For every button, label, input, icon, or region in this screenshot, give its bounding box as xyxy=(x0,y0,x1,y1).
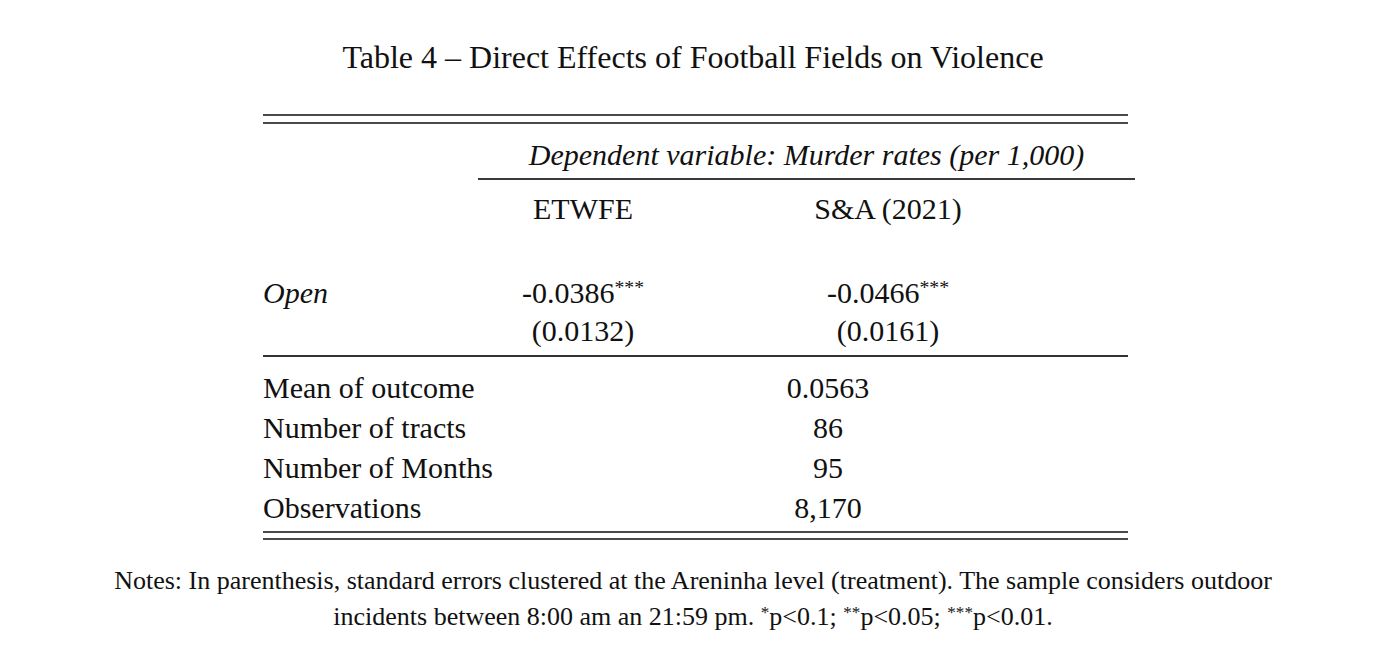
standard-error-sa2021: (0.0161) xyxy=(778,314,998,347)
table-title: Table 4 – Direct Effects of Football Fie… xyxy=(0,40,1386,75)
sig-level-2: **p<0.05; xyxy=(843,602,947,631)
significance-stars-sa2021: *** xyxy=(919,276,949,298)
stat-label-mean-of-outcome: Mean of outcome xyxy=(263,371,475,404)
sig-level-1-text: p<0.1; xyxy=(769,602,843,631)
dependent-variable-spanner: Dependent variable: Murder rates (per 1,… xyxy=(478,138,1135,171)
column-header-sa2021: S&A (2021) xyxy=(778,192,998,225)
table-top-double-rule xyxy=(263,114,1128,124)
standard-error-etwfe: (0.0132) xyxy=(473,314,693,347)
table-mid-rule xyxy=(263,355,1128,357)
column-header-etwfe: ETWFE xyxy=(473,192,693,225)
significance-stars-etwfe: *** xyxy=(614,276,644,298)
coefficient-cell-sa2021: -0.0466*** xyxy=(778,276,998,309)
stat-value-number-of-months: 95 xyxy=(718,451,938,484)
notes-line-2-text: incidents between 8:00 am an 21:59 pm. xyxy=(333,602,760,631)
stat-label-number-of-tracts: Number of tracts xyxy=(263,411,466,444)
sig-level-3: ***p<0.01. xyxy=(947,602,1052,631)
notes-line-2: incidents between 8:00 am an 21:59 pm. *… xyxy=(0,602,1386,632)
stat-value-mean-of-outcome: 0.0563 xyxy=(718,371,938,404)
stat-label-observations: Observations xyxy=(263,491,421,524)
coefficient-row-label: Open xyxy=(263,276,328,309)
paper-page: Table 4 – Direct Effects of Football Fie… xyxy=(0,0,1386,650)
estimate-sa2021: -0.0466 xyxy=(827,276,920,309)
coefficient-cell-etwfe: -0.0386*** xyxy=(473,276,693,309)
stat-value-observations: 8,170 xyxy=(718,491,938,524)
table-bottom-double-rule xyxy=(263,531,1128,540)
sig-level-1: *p<0.1; xyxy=(761,602,843,631)
sig-level-2-text: p<0.05; xyxy=(860,602,947,631)
sig-level-3-stars: *** xyxy=(947,603,973,622)
spanner-underline-rule xyxy=(478,178,1135,180)
sig-level-3-text: p<0.01. xyxy=(973,602,1053,631)
estimate-etwfe: -0.0386 xyxy=(522,276,615,309)
stat-value-number-of-tracts: 86 xyxy=(718,411,938,444)
stat-label-number-of-months: Number of Months xyxy=(263,451,493,484)
notes-line-1: Notes: In parenthesis, standard errors c… xyxy=(0,566,1386,596)
sig-level-2-stars: ** xyxy=(843,603,860,622)
